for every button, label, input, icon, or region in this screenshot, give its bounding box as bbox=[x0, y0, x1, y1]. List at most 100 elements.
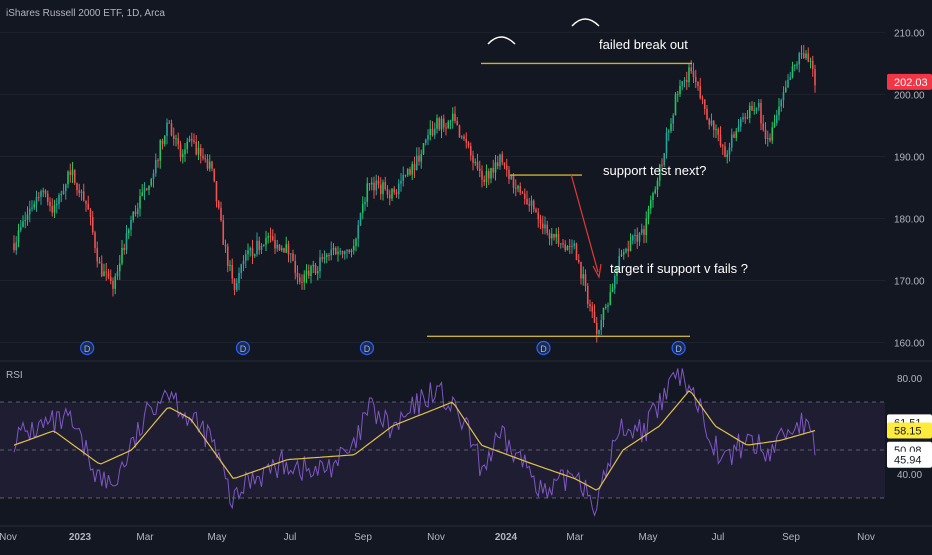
price-candle[interactable] bbox=[233, 278, 236, 296]
price-candle[interactable] bbox=[222, 214, 225, 245]
price-candle[interactable] bbox=[395, 189, 398, 198]
price-candle[interactable] bbox=[373, 176, 375, 199]
price-candle[interactable] bbox=[496, 155, 499, 170]
price-candle[interactable] bbox=[773, 114, 776, 128]
price-candle[interactable] bbox=[528, 197, 531, 212]
price-candle[interactable] bbox=[87, 195, 90, 210]
price-candle[interactable] bbox=[685, 71, 688, 90]
price-candle[interactable] bbox=[393, 186, 396, 195]
price-candle[interactable] bbox=[793, 64, 796, 72]
price-candle[interactable] bbox=[737, 118, 740, 133]
price-candle[interactable] bbox=[109, 269, 112, 285]
price-candle[interactable] bbox=[721, 143, 724, 155]
price-candle[interactable] bbox=[494, 154, 497, 181]
price-candle[interactable] bbox=[114, 273, 117, 295]
price-candle[interactable] bbox=[67, 170, 69, 189]
price-candle[interactable] bbox=[402, 166, 405, 187]
price-candle[interactable] bbox=[370, 177, 373, 191]
price-candle[interactable] bbox=[265, 230, 267, 252]
price-candle[interactable] bbox=[121, 239, 123, 266]
price-candle[interactable] bbox=[238, 267, 240, 291]
price-candle[interactable] bbox=[116, 265, 119, 281]
price-candle[interactable] bbox=[589, 299, 591, 312]
price-candle[interactable] bbox=[355, 237, 357, 252]
price-candle[interactable] bbox=[312, 260, 315, 274]
price-candle[interactable] bbox=[519, 182, 522, 196]
price-candle[interactable] bbox=[107, 268, 110, 280]
price-candle[interactable] bbox=[701, 95, 704, 105]
price-candle[interactable] bbox=[638, 231, 641, 246]
price-candle[interactable] bbox=[242, 255, 245, 272]
price-candle[interactable] bbox=[334, 246, 337, 256]
price-candle[interactable] bbox=[307, 264, 310, 279]
price-candle[interactable] bbox=[571, 239, 573, 254]
price-candle[interactable] bbox=[663, 152, 666, 168]
price-candle[interactable] bbox=[62, 183, 65, 195]
price-candle[interactable] bbox=[503, 162, 506, 170]
price-candle[interactable] bbox=[564, 240, 567, 252]
price-candle[interactable] bbox=[28, 200, 31, 223]
price-candle[interactable] bbox=[375, 174, 378, 196]
price-candle[interactable] bbox=[386, 185, 389, 199]
price-candle[interactable] bbox=[719, 126, 722, 148]
price-candle[interactable] bbox=[690, 60, 693, 74]
price-candle[interactable] bbox=[184, 143, 186, 162]
price-candle[interactable] bbox=[197, 141, 200, 161]
price-candle[interactable] bbox=[15, 236, 18, 255]
price-candle[interactable] bbox=[733, 131, 735, 139]
price-candle[interactable] bbox=[40, 189, 42, 205]
price-candle[interactable] bbox=[433, 122, 436, 139]
price-candle[interactable] bbox=[42, 187, 45, 197]
price-candle[interactable] bbox=[377, 175, 380, 189]
price-candle[interactable] bbox=[348, 248, 351, 254]
price-candle[interactable] bbox=[220, 201, 222, 222]
price-candle[interactable] bbox=[679, 79, 681, 98]
price-candle[interactable] bbox=[514, 179, 517, 197]
price-candle[interactable] bbox=[49, 197, 51, 212]
price-candle[interactable] bbox=[337, 246, 339, 262]
price-candle[interactable] bbox=[778, 98, 780, 121]
annotation-text[interactable]: support test next? bbox=[603, 163, 706, 178]
price-candle[interactable] bbox=[82, 183, 85, 202]
price-candle[interactable] bbox=[215, 180, 218, 208]
price-candle[interactable] bbox=[415, 147, 418, 171]
price-candle[interactable] bbox=[598, 329, 600, 336]
price-candle[interactable] bbox=[562, 239, 564, 248]
price-candle[interactable] bbox=[179, 140, 182, 162]
price-candle[interactable] bbox=[406, 168, 409, 177]
price-candle[interactable] bbox=[726, 150, 729, 164]
price-candle[interactable] bbox=[780, 98, 783, 112]
rsi-ma-line[interactable] bbox=[13, 390, 816, 491]
price-candle[interactable] bbox=[96, 241, 99, 268]
price-candle[interactable] bbox=[665, 127, 668, 159]
price-candle[interactable] bbox=[676, 90, 679, 103]
price-candle[interactable] bbox=[796, 61, 798, 70]
price-candle[interactable] bbox=[465, 132, 468, 149]
price-candle[interactable] bbox=[530, 195, 533, 214]
price-candle[interactable] bbox=[490, 167, 492, 184]
price-candle[interactable] bbox=[775, 109, 778, 126]
price-candle[interactable] bbox=[247, 243, 249, 261]
price-candle[interactable] bbox=[757, 99, 760, 112]
price-candle[interactable] bbox=[814, 64, 816, 93]
price-candle[interactable] bbox=[499, 153, 501, 170]
price-candle[interactable] bbox=[717, 127, 720, 142]
price-candle[interactable] bbox=[616, 265, 618, 285]
price-candle[interactable] bbox=[323, 250, 326, 264]
price-candle[interactable] bbox=[132, 211, 135, 223]
price-candle[interactable] bbox=[296, 265, 299, 285]
price-candle[interactable] bbox=[431, 121, 434, 137]
price-candle[interactable] bbox=[422, 142, 425, 156]
price-candle[interactable] bbox=[674, 91, 677, 116]
price-candle[interactable] bbox=[656, 177, 659, 198]
price-candle[interactable] bbox=[55, 198, 58, 214]
price-candle[interactable] bbox=[708, 117, 711, 130]
price-candle[interactable] bbox=[202, 148, 204, 161]
price-candle[interactable] bbox=[809, 57, 812, 69]
price-candle[interactable] bbox=[188, 135, 191, 143]
price-candle[interactable] bbox=[206, 154, 209, 171]
price-candle[interactable] bbox=[654, 186, 657, 195]
price-candle[interactable] bbox=[411, 161, 414, 181]
price-candle[interactable] bbox=[699, 77, 702, 100]
price-candle[interactable] bbox=[388, 189, 391, 206]
